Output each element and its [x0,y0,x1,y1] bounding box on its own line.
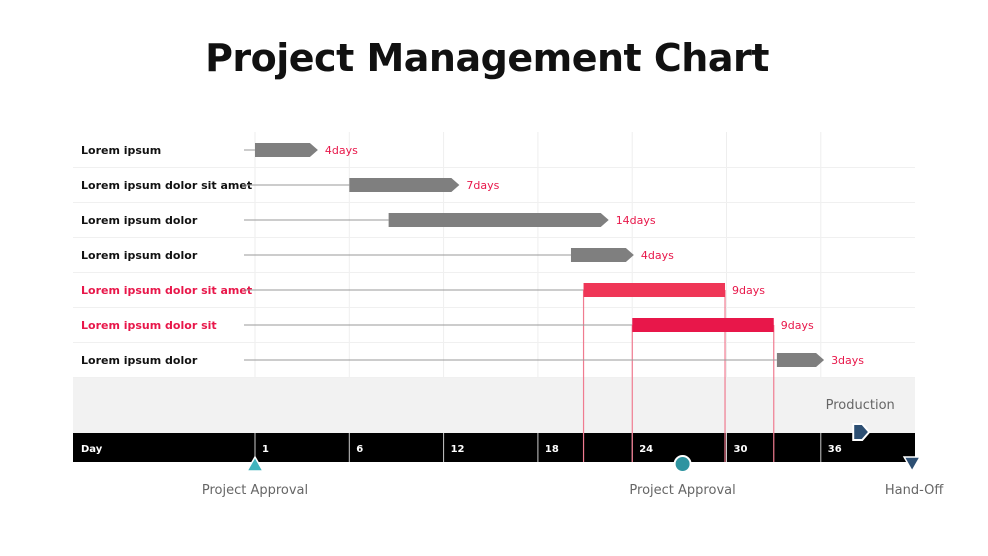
tick-label: 6 [356,444,363,455]
task-bar [583,283,726,297]
phase-band [73,378,915,433]
tick-label: 30 [734,444,748,455]
milestone-label: Hand-Off [885,483,945,498]
axis-band [73,433,915,462]
duration-label: 9days [732,284,765,297]
task-bar [349,178,460,192]
milestone-triangle-down-icon [902,456,922,473]
tick-label: 1 [262,444,269,455]
tick-label: 24 [639,444,653,455]
tick-label: 12 [451,444,465,455]
duration-label: 7days [466,179,499,192]
task-label: Lorem ipsum dolor sit amet [81,179,252,192]
duration-label: 9days [781,319,814,332]
duration-label: 4days [641,249,674,262]
milestone-triangle-up-icon [245,455,265,472]
task-bar [632,318,774,332]
task-label: Lorem ipsum [81,144,161,157]
duration-label: 3days [831,354,864,367]
milestone-label: Project Approval [202,483,308,498]
axis-label: Day [81,444,103,455]
duration-label: 4days [325,144,358,157]
milestone-label: Production [826,398,895,413]
task-bar [255,143,318,157]
task-label: Lorem ipsum dolor sit [81,319,217,332]
task-label: Lorem ipsum dolor [81,214,198,227]
milestone-label: Project Approval [629,483,735,498]
chart-title: Project Management Chart [205,36,769,80]
tick-label: 36 [828,444,842,455]
tick-label: 18 [545,444,559,455]
milestone-circle-icon [673,455,692,473]
milestone-pentagon-icon [852,423,871,441]
task-label: Lorem ipsum dolor [81,249,198,262]
task-bar [776,353,825,367]
task-label: Lorem ipsum dolor [81,354,198,367]
task-bar [388,213,609,227]
task-label: Lorem ipsum dolor sit amet [81,284,252,297]
duration-label: 14days [616,214,656,227]
task-bar [570,248,634,262]
